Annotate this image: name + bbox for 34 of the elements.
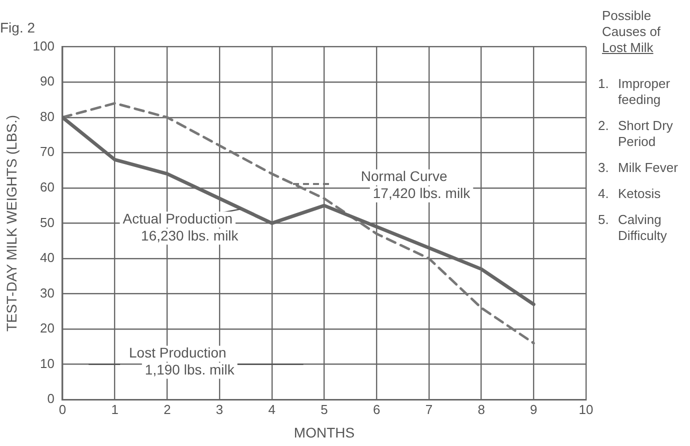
x-tick-label: 2 bbox=[164, 402, 171, 417]
y-tick-label: 10 bbox=[40, 356, 54, 371]
x-tick-label: 5 bbox=[320, 402, 328, 417]
text: 5. Calving Difficulty bbox=[598, 212, 667, 244]
x-tick-label: 0 bbox=[58, 402, 66, 417]
x-tick-label: 4 bbox=[268, 402, 276, 417]
y-tick-label: 20 bbox=[40, 320, 54, 336]
y-tick-label: 50 bbox=[40, 214, 54, 230]
y-tick-label: 30 bbox=[40, 285, 54, 300]
x-tick-label: 6 bbox=[372, 402, 380, 417]
text: 4. Ketosis bbox=[598, 186, 661, 202]
x-tick-label: 7 bbox=[425, 402, 433, 417]
y-tick-label: 100 bbox=[32, 38, 54, 54]
x-tick-label: 3 bbox=[216, 402, 224, 417]
x-axis-title: MONTHS bbox=[294, 424, 355, 440]
y-axis-title: TEST-DAY MILK WEIGHTS (LBS.) bbox=[3, 114, 20, 332]
y-tick-label: 0 bbox=[47, 391, 54, 406]
text: Possible Causes of Lost Milk bbox=[602, 8, 662, 56]
x-tick-label: 1 bbox=[111, 402, 118, 417]
x-tick-label: 8 bbox=[478, 402, 485, 417]
y-tick-label: 60 bbox=[40, 180, 54, 194]
text: 1. Improper feeding bbox=[598, 76, 670, 108]
text: 3. Milk Fever bbox=[598, 160, 678, 176]
x-tick-label: 9 bbox=[530, 402, 538, 417]
annotation: Normal Curve 17,420 lbs. milk bbox=[360, 168, 472, 202]
x-tick-label: 10 bbox=[578, 402, 594, 417]
y-tick-label: 40 bbox=[40, 250, 54, 266]
text: 2. Short Dry Period bbox=[598, 118, 673, 150]
y-tick-label: 90 bbox=[40, 74, 54, 89]
annotation: Lost Production 1,190 lbs. milk bbox=[129, 344, 236, 378]
y-tick-label: 80 bbox=[40, 108, 54, 124]
y-tick-label: 70 bbox=[40, 144, 54, 160]
annotation: Actual Production 16,230 lbs. milk bbox=[122, 210, 240, 244]
chart-title: Fig. 2 bbox=[0, 19, 36, 36]
